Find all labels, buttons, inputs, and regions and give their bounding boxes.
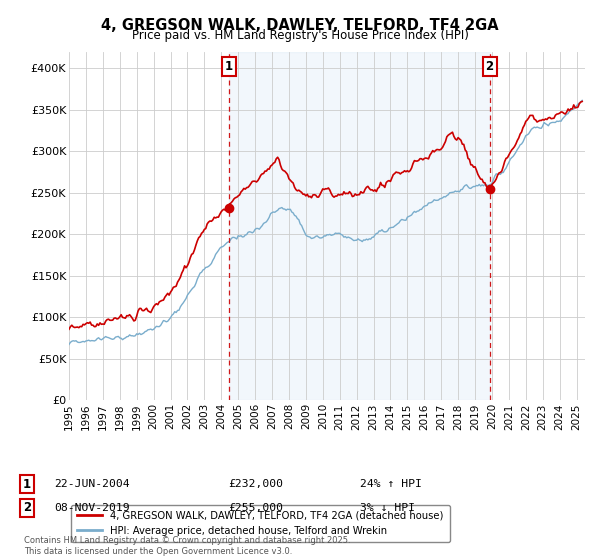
Text: 3% ↓ HPI: 3% ↓ HPI	[360, 503, 415, 513]
Text: £255,000: £255,000	[228, 503, 283, 513]
Text: Price paid vs. HM Land Registry's House Price Index (HPI): Price paid vs. HM Land Registry's House …	[131, 29, 469, 42]
Text: 1: 1	[23, 478, 31, 491]
Text: 08-NOV-2019: 08-NOV-2019	[54, 503, 130, 513]
Text: Contains HM Land Registry data © Crown copyright and database right 2025.
This d: Contains HM Land Registry data © Crown c…	[24, 536, 350, 556]
Text: 2: 2	[485, 60, 494, 73]
Text: £232,000: £232,000	[228, 479, 283, 489]
Legend: 4, GREGSON WALK, DAWLEY, TELFORD, TF4 2GA (detached house), HPI: Average price, : 4, GREGSON WALK, DAWLEY, TELFORD, TF4 2G…	[71, 505, 450, 542]
Text: 24% ↑ HPI: 24% ↑ HPI	[360, 479, 422, 489]
Bar	[229, 52, 490, 400]
Text: 4, GREGSON WALK, DAWLEY, TELFORD, TF4 2GA: 4, GREGSON WALK, DAWLEY, TELFORD, TF4 2G…	[101, 18, 499, 33]
Text: 22-JUN-2004: 22-JUN-2004	[54, 479, 130, 489]
Text: 2: 2	[23, 501, 31, 515]
Text: 1: 1	[225, 60, 233, 73]
